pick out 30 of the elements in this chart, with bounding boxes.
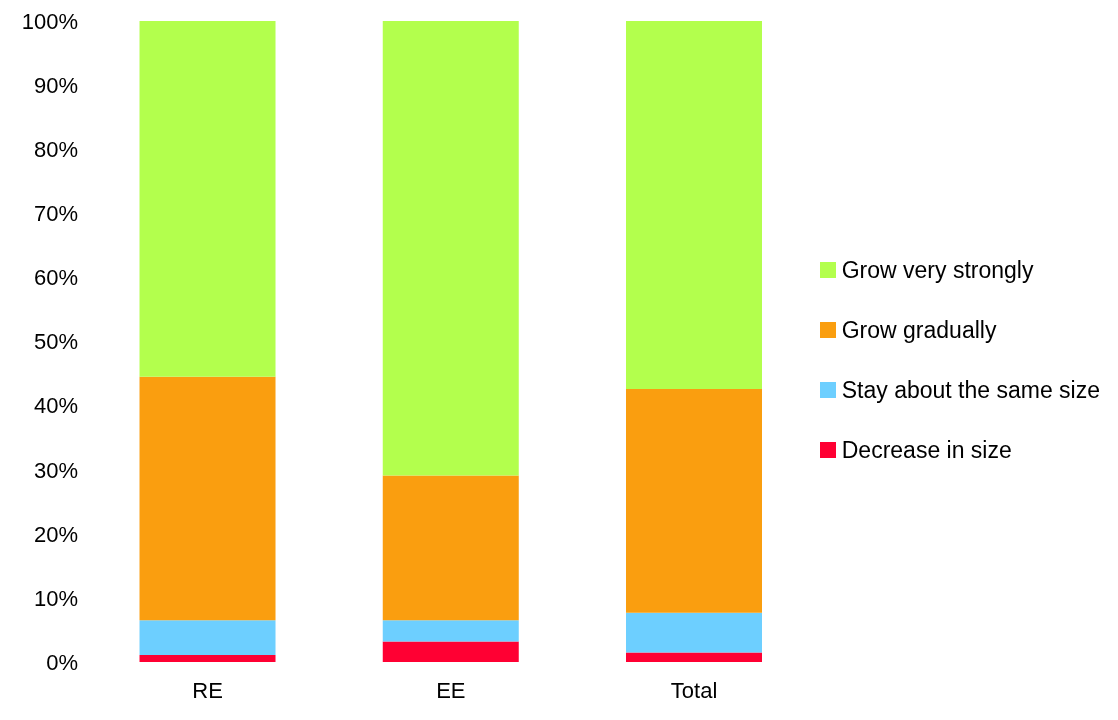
legend-label: Stay about the same size — [841, 376, 1100, 404]
x-tick-label: Total — [670, 677, 718, 703]
y-tick-label: 90% — [33, 72, 78, 98]
bar — [139, 376, 276, 621]
bar — [382, 620, 519, 642]
y-tick-label: 20% — [33, 521, 78, 547]
y-tick-label: 30% — [33, 457, 78, 483]
bar — [139, 21, 276, 377]
legend-label: Decrease in size — [841, 436, 1012, 464]
y-tick-label: 60% — [33, 265, 78, 291]
y-tick-label: 100% — [21, 8, 78, 34]
bar — [139, 654, 276, 662]
y-tick-label: 10% — [33, 585, 78, 611]
y-tick-label: 70% — [33, 201, 78, 227]
x-tick-label: RE — [192, 677, 223, 703]
bar — [139, 620, 276, 655]
bar — [382, 21, 519, 476]
y-tick-label: 40% — [33, 393, 78, 419]
legend-label: Grow very strongly — [841, 256, 1034, 284]
bar — [626, 388, 762, 613]
bar — [382, 475, 519, 621]
bar — [626, 652, 762, 662]
y-tick-label: 50% — [33, 329, 78, 355]
legend-label: Grow gradually — [841, 316, 997, 344]
x-tick-label: EE — [436, 677, 466, 703]
bar — [626, 612, 762, 653]
y-tick-label: 0% — [46, 649, 78, 675]
bar — [626, 21, 762, 389]
bar — [382, 641, 519, 662]
y-tick-label: 80% — [33, 137, 78, 163]
